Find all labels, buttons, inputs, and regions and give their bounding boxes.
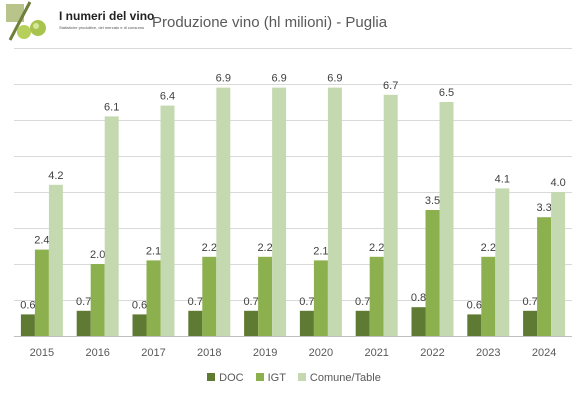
bar-igt-2016 bbox=[90, 264, 105, 336]
bar-comune-table-2016 bbox=[104, 116, 119, 337]
data-label: 6.9 bbox=[271, 73, 286, 85]
x-tick-label: 2016 bbox=[85, 347, 109, 359]
bar-comune-table-2024 bbox=[551, 192, 566, 336]
x-tick-label: 2021 bbox=[364, 347, 388, 359]
data-label: 2.2 bbox=[202, 242, 217, 254]
data-label: 4.2 bbox=[48, 170, 63, 182]
bar-doc-2019 bbox=[244, 310, 259, 336]
bar-igt-2017 bbox=[146, 260, 161, 336]
legend-swatch bbox=[255, 373, 264, 381]
bar-doc-2024 bbox=[523, 310, 538, 336]
bar-igt-2022 bbox=[425, 210, 440, 336]
bar-igt-2015 bbox=[34, 249, 49, 336]
data-label: 6.4 bbox=[160, 91, 175, 103]
bar-doc-2021 bbox=[355, 310, 370, 336]
logo-name: I numeri del vino bbox=[59, 9, 155, 23]
bar-doc-2020 bbox=[299, 310, 314, 336]
data-label: 6.7 bbox=[383, 80, 398, 92]
data-label: 2.2 bbox=[481, 242, 496, 254]
bar-doc-2022 bbox=[411, 307, 426, 336]
bar-comune-table-2020 bbox=[327, 87, 342, 336]
bar-doc-2018 bbox=[188, 310, 203, 336]
legend-swatch bbox=[297, 373, 306, 381]
bar-igt-2023 bbox=[481, 256, 496, 336]
bar-comune-table-2017 bbox=[160, 105, 175, 336]
legend-swatch bbox=[207, 373, 216, 381]
data-label: 6.1 bbox=[104, 101, 119, 113]
data-label: 0.7 bbox=[355, 296, 370, 308]
legend-item: IGT bbox=[255, 372, 286, 384]
bar-igt-2024 bbox=[537, 217, 552, 336]
data-label: 2.4 bbox=[34, 235, 49, 247]
legend-item: Comune/Table bbox=[297, 372, 381, 384]
bar-igt-2020 bbox=[313, 260, 328, 336]
data-label: 3.3 bbox=[536, 202, 551, 214]
data-label: 2.1 bbox=[313, 245, 328, 257]
data-label: 6.5 bbox=[439, 87, 454, 99]
data-label: 4.0 bbox=[550, 177, 565, 189]
x-tick-label: 2024 bbox=[532, 347, 556, 359]
data-label: 0.7 bbox=[188, 296, 203, 308]
x-tick-label: 2017 bbox=[141, 347, 165, 359]
data-label: 6.9 bbox=[327, 73, 342, 85]
logo-tagline: Statistiche produttive, del mercato e di… bbox=[59, 25, 145, 30]
data-label: 6.9 bbox=[216, 73, 231, 85]
bar-doc-2016 bbox=[76, 310, 91, 336]
data-label: 4.1 bbox=[495, 173, 510, 185]
data-label: 0.6 bbox=[467, 299, 482, 311]
bar-doc-2023 bbox=[467, 314, 482, 336]
bar-comune-table-2022 bbox=[439, 102, 454, 336]
logo-mark bbox=[6, 1, 46, 41]
bar-igt-2021 bbox=[369, 256, 384, 336]
bar-igt-2018 bbox=[202, 256, 217, 336]
chart-title: Produzione vino (hl milioni) - Puglia bbox=[152, 14, 388, 31]
bar-comune-table-2018 bbox=[216, 87, 231, 336]
bar-comune-table-2019 bbox=[272, 87, 287, 336]
bar-igt-2019 bbox=[258, 256, 273, 336]
legend-label: IGT bbox=[267, 372, 286, 384]
x-tick-label: 2023 bbox=[476, 347, 500, 359]
bar-doc-2017 bbox=[132, 314, 147, 336]
data-label: 0.7 bbox=[522, 296, 537, 308]
bar-comune-table-2023 bbox=[495, 188, 510, 336]
data-label: 2.1 bbox=[146, 245, 161, 257]
data-label: 0.6 bbox=[20, 299, 35, 311]
data-label: 2.2 bbox=[257, 242, 272, 254]
data-label: 0.8 bbox=[411, 292, 426, 304]
bar-comune-table-2021 bbox=[383, 94, 398, 336]
bar-comune-table-2015 bbox=[48, 184, 63, 336]
legend: DOC IGT Comune/Table bbox=[0, 372, 588, 384]
data-label: 3.5 bbox=[425, 195, 440, 207]
legend-label: Comune/Table bbox=[309, 372, 381, 384]
x-tick-label: 2022 bbox=[420, 347, 444, 359]
data-label: 0.7 bbox=[76, 296, 91, 308]
data-label: 0.7 bbox=[299, 296, 314, 308]
data-label: 0.7 bbox=[243, 296, 258, 308]
data-label: 2.0 bbox=[90, 249, 105, 261]
x-tick-label: 2015 bbox=[30, 347, 54, 359]
data-label: 2.2 bbox=[369, 242, 384, 254]
logo: I numeri del vino Statistiche produttive… bbox=[0, 0, 154, 44]
x-tick-label: 2018 bbox=[197, 347, 221, 359]
x-tick-label: 2019 bbox=[253, 347, 277, 359]
x-tick-label: 2020 bbox=[309, 347, 333, 359]
data-label: 0.6 bbox=[132, 299, 147, 311]
bar-doc-2015 bbox=[20, 314, 35, 336]
legend-item: DOC bbox=[207, 372, 244, 384]
legend-label: DOC bbox=[219, 372, 244, 384]
